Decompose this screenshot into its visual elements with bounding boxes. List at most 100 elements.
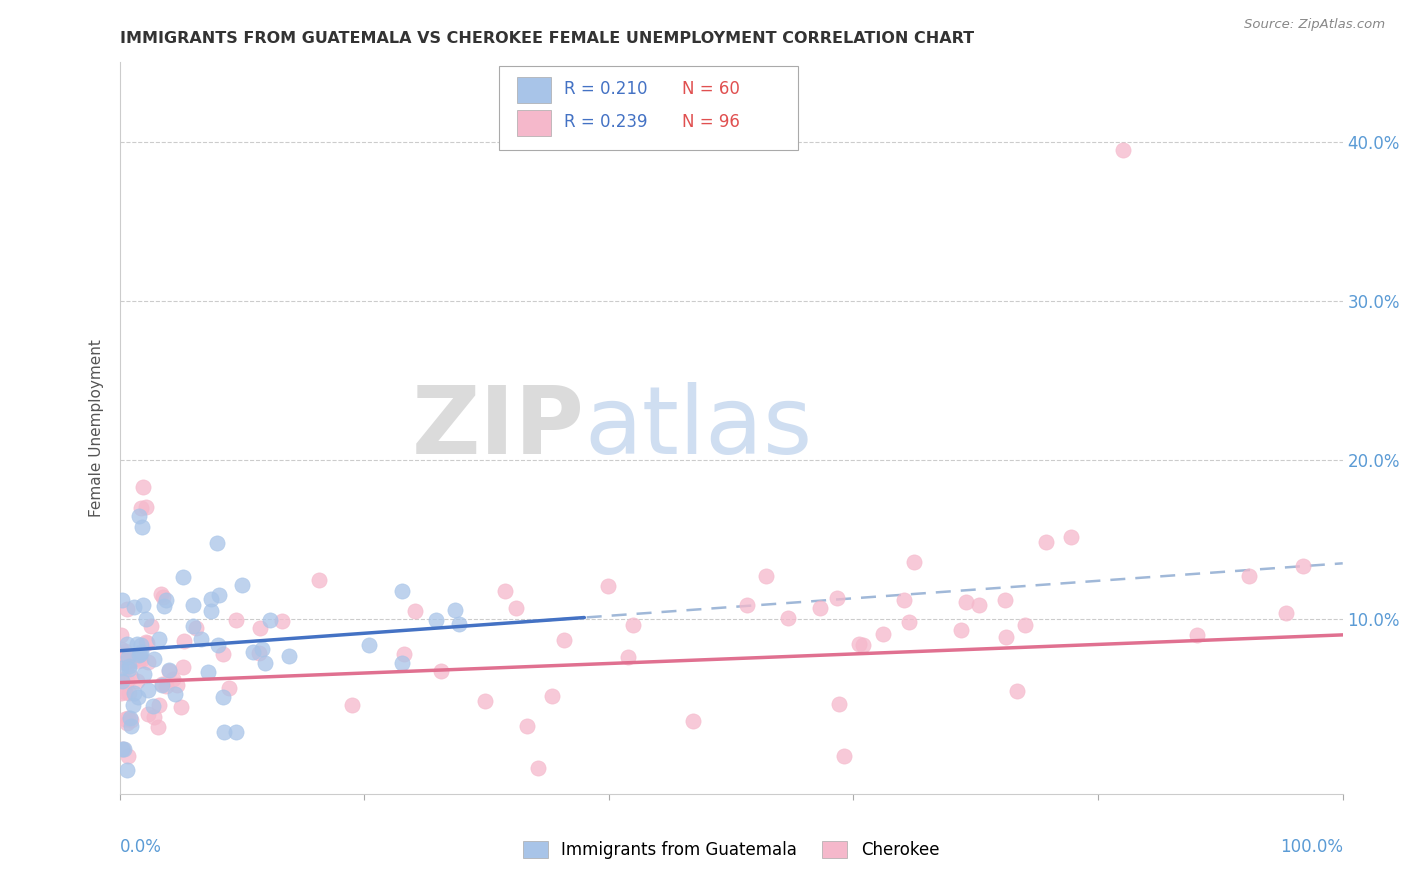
- Point: [271, 615, 294, 629]
- Point: [110, 673, 132, 688]
- Y-axis label: Female Unemployment: Female Unemployment: [89, 339, 104, 517]
- Point: [129, 638, 152, 652]
- Point: [852, 638, 875, 652]
- Point: [135, 500, 157, 514]
- Point: [110, 661, 132, 675]
- Point: [190, 632, 212, 647]
- Point: [111, 742, 134, 756]
- Text: ZIP: ZIP: [412, 382, 585, 475]
- Point: [211, 690, 233, 705]
- Point: [172, 659, 194, 673]
- Point: [143, 651, 166, 665]
- Point: [205, 536, 228, 550]
- Text: Source: ZipAtlas.com: Source: ZipAtlas.com: [1244, 18, 1385, 31]
- Point: [112, 742, 135, 756]
- Point: [122, 686, 145, 700]
- Point: [225, 724, 247, 739]
- Point: [117, 749, 139, 764]
- Point: [828, 697, 851, 711]
- Text: R = 0.239: R = 0.239: [564, 113, 647, 131]
- Point: [197, 665, 219, 679]
- Point: [253, 656, 276, 670]
- Text: 0.0%: 0.0%: [120, 838, 162, 856]
- Point: [950, 624, 973, 638]
- FancyBboxPatch shape: [517, 77, 551, 103]
- Text: atlas: atlas: [585, 382, 813, 475]
- Point: [120, 719, 142, 733]
- Point: [110, 672, 132, 686]
- Point: [117, 650, 139, 665]
- Point: [540, 690, 562, 704]
- Text: N = 96: N = 96: [682, 113, 740, 131]
- Point: [1005, 683, 1028, 698]
- Point: [120, 714, 142, 728]
- Point: [148, 632, 170, 647]
- Point: [181, 598, 204, 612]
- Point: [127, 673, 149, 688]
- Point: [127, 651, 149, 665]
- Point: [166, 678, 188, 692]
- Point: [150, 587, 173, 601]
- Point: [832, 748, 855, 763]
- Text: N = 60: N = 60: [682, 80, 740, 98]
- Point: [430, 664, 453, 678]
- Point: [135, 635, 157, 649]
- Point: [114, 685, 136, 699]
- Point: [207, 638, 229, 652]
- Point: [212, 647, 235, 661]
- Point: [111, 593, 134, 607]
- Point: [128, 648, 150, 663]
- Point: [127, 637, 149, 651]
- Point: [242, 645, 264, 659]
- Point: [1291, 559, 1313, 574]
- Point: [114, 656, 136, 670]
- Point: [131, 520, 153, 534]
- Point: [115, 602, 138, 616]
- Point: [118, 686, 141, 700]
- Point: [165, 687, 187, 701]
- Point: [443, 602, 465, 616]
- Point: [118, 659, 141, 673]
- Point: [903, 555, 925, 569]
- Point: [157, 664, 180, 678]
- Point: [118, 711, 141, 725]
- Point: [527, 761, 550, 775]
- Text: R = 0.210: R = 0.210: [564, 80, 647, 98]
- Point: [155, 592, 177, 607]
- Point: [118, 652, 141, 666]
- Point: [136, 655, 159, 669]
- Legend: Immigrants from Guatemala, Cherokee: Immigrants from Guatemala, Cherokee: [523, 840, 939, 859]
- Point: [120, 654, 142, 668]
- Point: [115, 674, 138, 689]
- Point: [110, 686, 132, 700]
- Point: [131, 500, 153, 515]
- Point: [162, 672, 184, 686]
- Point: [129, 645, 152, 659]
- Point: [994, 592, 1017, 607]
- Point: [776, 611, 799, 625]
- Point: [181, 619, 204, 633]
- Point: [553, 633, 575, 648]
- Point: [127, 690, 149, 704]
- Point: [278, 649, 301, 664]
- Text: IMMIGRANTS FROM GUATEMALA VS CHEROKEE FEMALE UNEMPLOYMENT CORRELATION CHART: IMMIGRANTS FROM GUATEMALA VS CHEROKEE FE…: [120, 31, 973, 46]
- Point: [157, 663, 180, 677]
- Point: [136, 635, 159, 649]
- Point: [131, 653, 153, 667]
- Point: [110, 650, 132, 665]
- Point: [143, 710, 166, 724]
- Point: [848, 638, 870, 652]
- Point: [474, 694, 496, 708]
- Point: [128, 508, 150, 523]
- Point: [1274, 606, 1296, 620]
- Point: [111, 742, 134, 756]
- Point: [231, 577, 253, 591]
- Point: [391, 657, 413, 671]
- Point: [153, 599, 176, 613]
- Point: [1035, 535, 1057, 549]
- Point: [308, 573, 330, 587]
- Point: [122, 698, 145, 712]
- Point: [150, 678, 173, 692]
- Point: [897, 615, 920, 629]
- Point: [1239, 568, 1261, 582]
